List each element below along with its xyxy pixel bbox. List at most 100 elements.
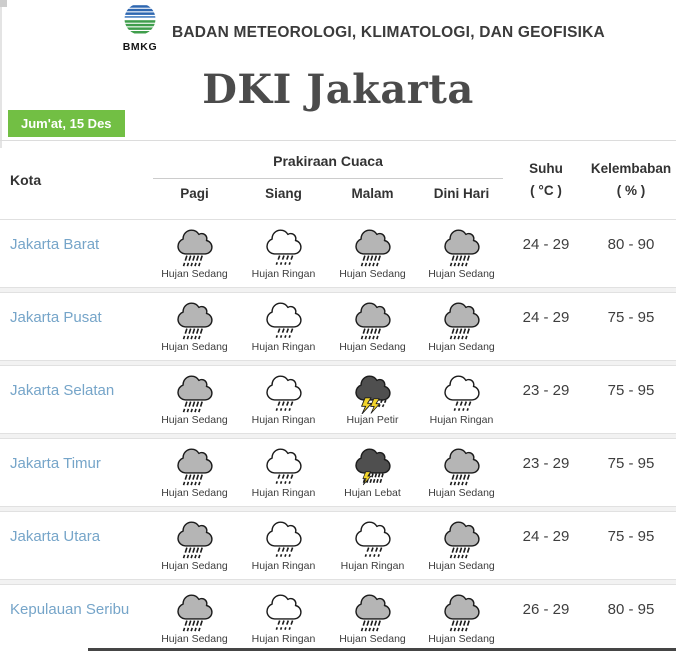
weather-condition-label: Hujan Sedang [161,268,228,280]
hujan-sedang-icon [441,591,483,633]
temperature-range: 26 - 29 [522,601,570,618]
weather-condition-label: Hujan Ringan [251,268,316,280]
weather-cell: Hujan Sedang [417,293,506,360]
bmkg-globe-icon [121,3,159,42]
weather-condition-label: Hujan Sedang [339,341,406,353]
row-divider [0,360,676,366]
hujan-sedang-icon [352,226,394,268]
city-cell: Jakarta Utara [0,512,150,579]
hujan-sedang-icon [352,299,394,341]
weather-cell: Hujan Sedang [328,585,417,651]
weather-cell: Hujan Sedang [150,220,239,287]
weather-cell: Hujan Sedang [328,293,417,360]
header-suhu-unit: ( °C ) [530,183,562,198]
header-suhu: Suhu ( °C ) [506,141,586,219]
city-cell: Jakarta Timur [0,439,150,506]
city-link[interactable]: Jakarta Utara [10,528,101,545]
weather-condition-label: Hujan Sedang [161,414,228,426]
hujan-ringan-icon [263,226,305,268]
weather-cell: Hujan Sedang [328,220,417,287]
city-cell: Kepulauan Seribu [0,585,150,651]
table-row: Jakarta Utara Hujan Sedang Hujan Ringan Huj… [0,512,676,579]
temperature-range: 24 - 29 [522,528,570,545]
header-suhu-label: Suhu [529,160,563,176]
city-cell: Jakarta Selatan [0,366,150,433]
table-row: Jakarta Pusat Hujan Sedang Hujan Ringan Huj… [0,293,676,360]
weather-condition-label: Hujan Ringan [251,560,316,572]
weather-cell: Hujan Ringan [328,512,417,579]
city-cell: Jakarta Barat [0,220,150,287]
city-cell: Jakarta Pusat [0,293,150,360]
weather-cell: Hujan Lebat [328,439,417,506]
header-time-malam: Malam [351,186,394,201]
weather-condition-label: Hujan Ringan [251,341,316,353]
temperature-range: 23 - 29 [522,455,570,472]
header-forecast-group: Prakiraan Cuaca Pagi Siang Malam Dini Ha… [150,141,506,219]
hujan-sedang-icon [441,518,483,560]
hujan-ringan-icon [263,299,305,341]
humidity-range: 75 - 95 [607,309,655,326]
weather-condition-label: Hujan Sedang [428,487,495,499]
weather-cell: Hujan Sedang [150,293,239,360]
hujan-sedang-icon [441,299,483,341]
weather-cell: Hujan Ringan [239,512,328,579]
hujan-ringan-icon [263,372,305,414]
weather-condition-label: Hujan Ringan [251,633,316,645]
weather-cell: Hujan Sedang [417,220,506,287]
hujan-ringan-icon [441,372,483,414]
city-link[interactable]: Kepulauan Seribu [10,601,130,618]
weather-condition-label: Hujan Ringan [340,560,405,572]
humidity-range: 75 - 95 [607,455,655,472]
temperature-range: 24 - 29 [522,309,570,326]
weather-cell: Hujan Ringan [239,366,328,433]
hujan-sedang-icon [352,591,394,633]
header-time-dinihari: Dini Hari [433,186,490,201]
humidity-range: 80 - 95 [607,601,655,618]
hujan-sedang-icon [174,226,216,268]
weather-cell: Hujan Sedang [150,366,239,433]
table-row: Jakarta Barat Hujan Sedang Hujan Ringan Huj… [0,220,676,287]
city-link[interactable]: Jakarta Pusat [10,309,102,326]
weather-condition-label: Hujan Ringan [429,414,494,426]
row-divider [0,579,676,585]
weather-condition-label: Hujan Sedang [161,341,228,353]
row-divider [0,433,676,439]
hujan-sedang-icon [441,226,483,268]
weather-condition-label: Hujan Sedang [428,341,495,353]
weather-cell: Hujan Petir [328,366,417,433]
header-prakiraan-cuaca: Prakiraan Cuaca [273,153,383,169]
weather-condition-label: Hujan Sedang [161,633,228,645]
date-badge: Jum'at, 15 Des [8,110,125,137]
hujan-sedang-icon [174,518,216,560]
header-times: Pagi Siang Malam Dini Hari [150,186,506,201]
header-time-pagi: Pagi [180,186,209,201]
weather-condition-label: Hujan Sedang [161,487,228,499]
header-kelembaban: Kelembaban ( % ) [586,141,676,219]
humidity-range: 75 - 95 [607,382,655,399]
bmkg-logo[interactable]: BMKG [112,2,168,53]
weather-cell: Hujan Sedang [150,439,239,506]
humidity-range: 80 - 90 [607,236,655,253]
window-edge-line [0,0,2,148]
weather-cell: Hujan Sedang [417,512,506,579]
humidity-range: 75 - 95 [607,528,655,545]
temperature-range: 23 - 29 [522,382,570,399]
hujan-ringan-icon [352,518,394,560]
hujan-lebat-icon [352,445,394,487]
table-body: Jakarta Barat Hujan Sedang Hujan Ringan Huj… [0,220,676,651]
weather-cell: Hujan Ringan [239,293,328,360]
header-kelembaban-label: Kelembaban [590,160,672,176]
city-link[interactable]: Jakarta Timur [10,455,101,472]
city-link[interactable]: Jakarta Barat [10,236,100,253]
header-kelembaban-unit: ( % ) [616,183,646,198]
weather-condition-label: Hujan Sedang [428,268,495,280]
weather-condition-label: Hujan Petir [346,414,399,426]
weather-condition-label: Hujan Sedang [161,560,228,572]
hujan-petir-icon [352,372,394,414]
row-divider [0,506,676,512]
forecast-table: Kota Prakiraan Cuaca Pagi Siang Malam Di… [0,140,676,651]
header-kota: Kota [10,172,42,188]
city-link[interactable]: Jakarta Selatan [10,382,115,399]
hujan-sedang-icon [174,445,216,487]
